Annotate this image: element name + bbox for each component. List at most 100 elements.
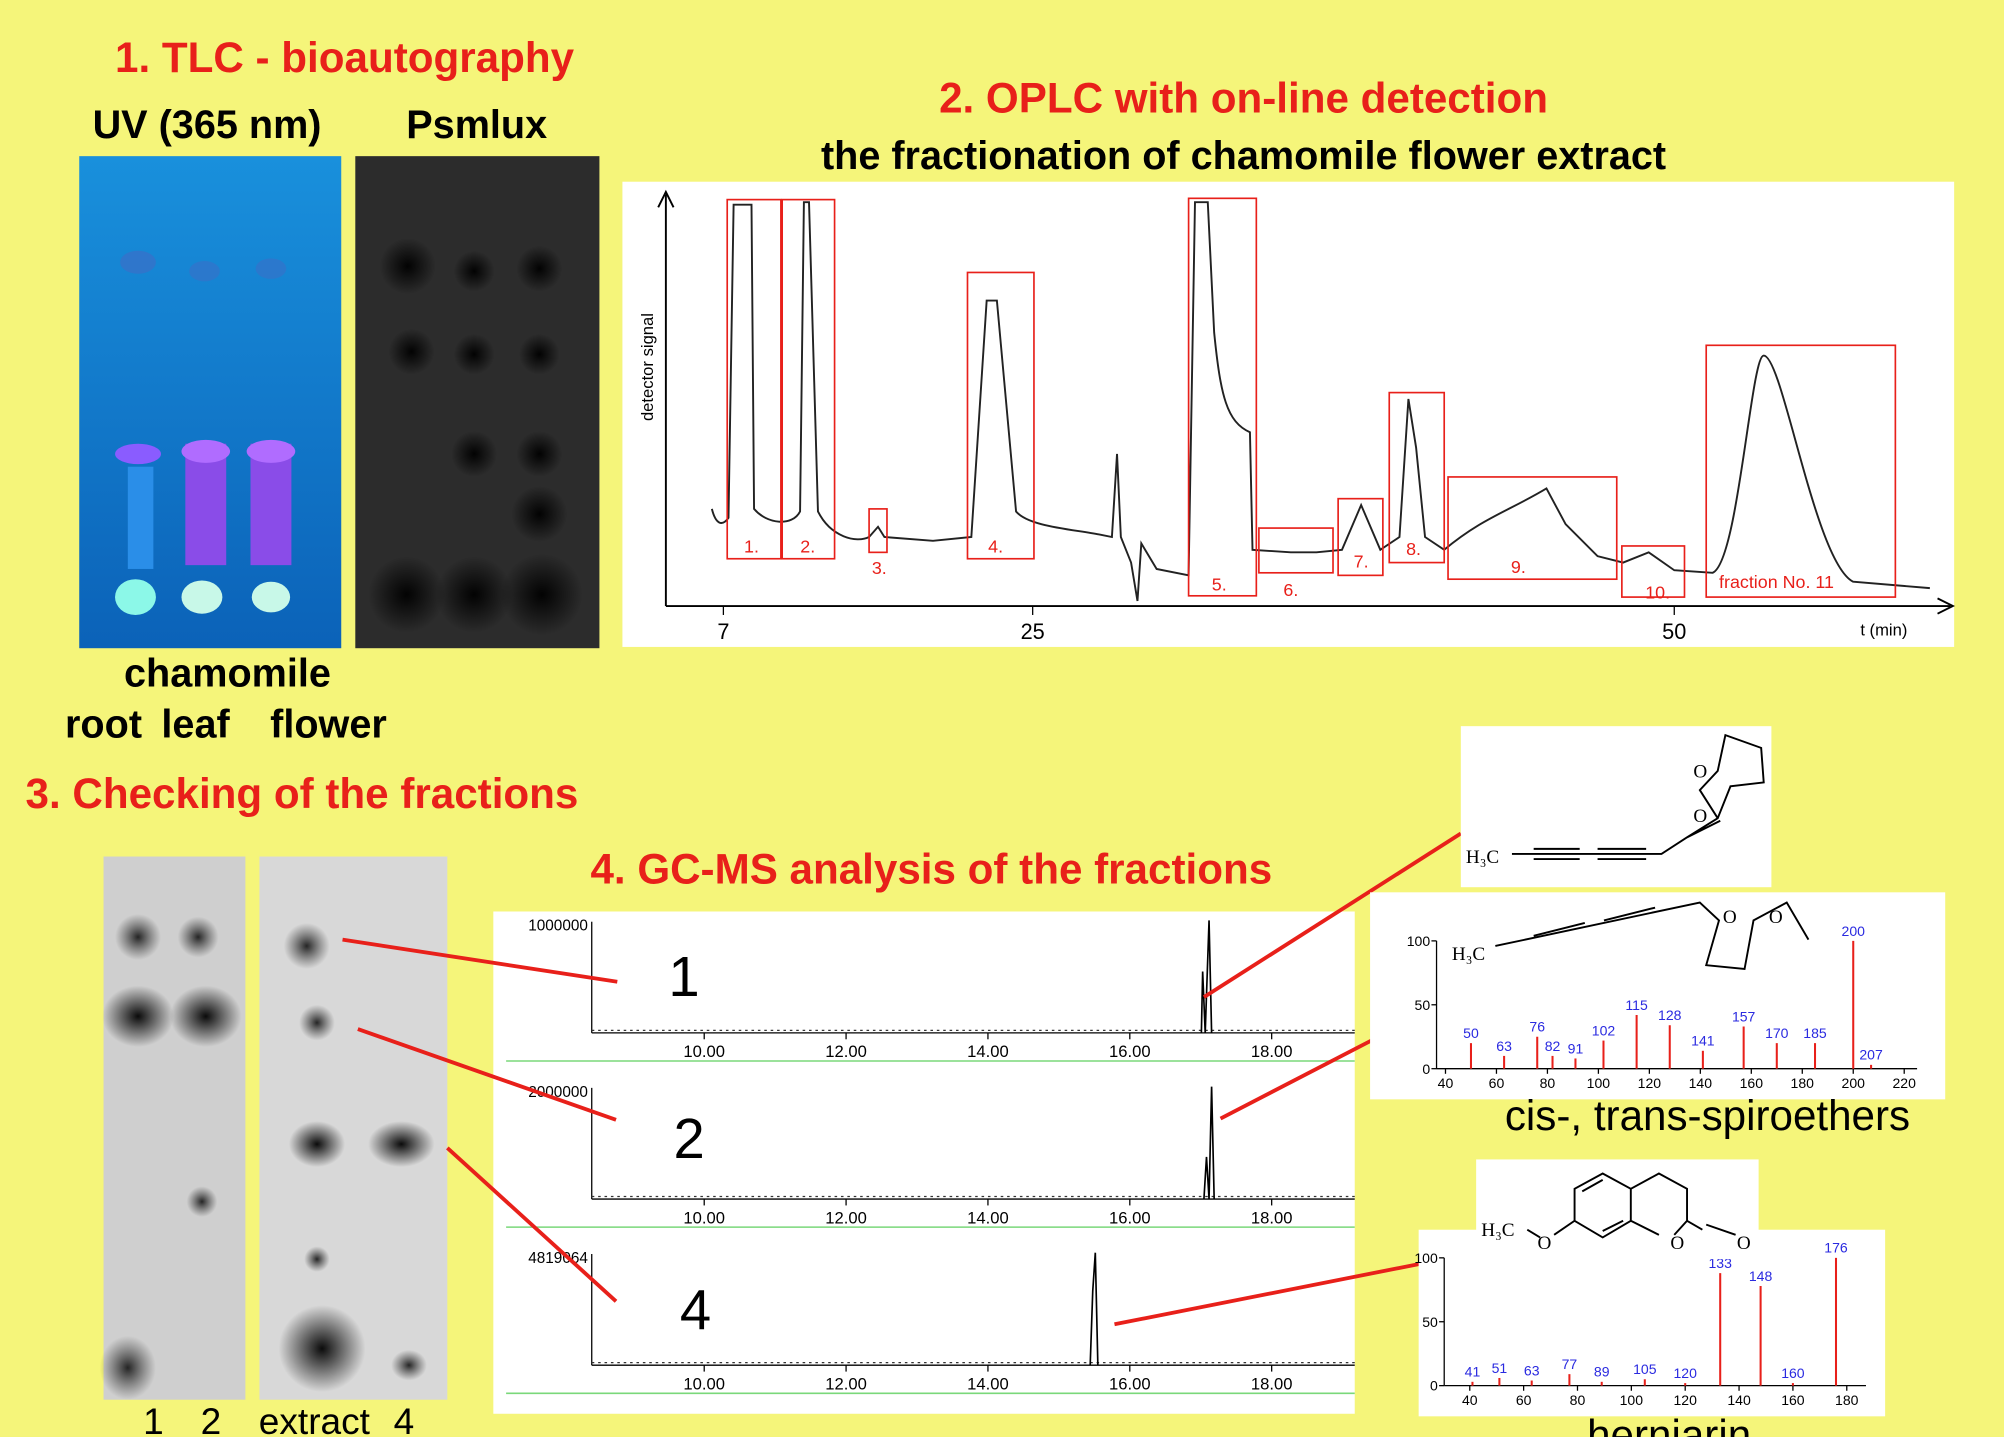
peak-label: 160	[1781, 1365, 1805, 1381]
x-tick-label: 160	[1781, 1392, 1805, 1408]
x-tick-label: 100	[1620, 1392, 1644, 1408]
peak-label: 63	[1496, 1038, 1512, 1054]
y-axis-label: detector signal	[638, 313, 657, 421]
x-tick-label: 220	[1892, 1075, 1916, 1091]
uv-label: UV (365 nm)	[93, 103, 322, 147]
peak-label: 176	[1824, 1240, 1848, 1256]
peak-label: 76	[1529, 1019, 1545, 1035]
peak-label: 141	[1691, 1033, 1715, 1049]
fraction-number: 2	[674, 1107, 705, 1170]
x-tick-label: 16.00	[1109, 1374, 1151, 1393]
peak-label: 77	[1562, 1356, 1578, 1372]
psmlux-label: Psmlux	[406, 103, 547, 147]
fraction-label: 6.	[1283, 580, 1298, 600]
structure-label: O	[1693, 806, 1707, 827]
peak-label: 207	[1859, 1047, 1883, 1063]
fraction-label: 5.	[1212, 575, 1227, 595]
fraction-label: 2.	[800, 536, 815, 556]
lane-label: extract	[259, 1400, 371, 1437]
structure-label: O	[1723, 907, 1737, 928]
uv-plate	[79, 156, 341, 648]
x-tick-label: 18.00	[1251, 1374, 1293, 1393]
y-tick-label: 0	[1422, 1061, 1430, 1077]
part-label: leaf	[161, 703, 230, 747]
fraction-number: 4	[680, 1278, 711, 1341]
x-tick-label: 80	[1540, 1075, 1556, 1091]
x-tick-label: 160	[1740, 1075, 1764, 1091]
peak-label: 128	[1658, 1007, 1682, 1023]
y-tick-label: 50	[1415, 997, 1431, 1013]
lane-label: 1	[143, 1400, 164, 1437]
x-tick-label: 40	[1462, 1392, 1478, 1408]
poster: 1. TLC - bioautography UV (365 nm) Psmlu…	[0, 0, 2004, 1437]
page: 1. TLC - bioautography UV (365 nm) Psmlu…	[0, 0, 2004, 1437]
peak-label: 91	[1568, 1040, 1584, 1056]
fraction-label: 3.	[872, 558, 887, 578]
structure-box	[1476, 1159, 1758, 1259]
peak-label: 89	[1594, 1364, 1610, 1380]
structure-label: O	[1538, 1233, 1552, 1254]
x-tick-label: 120	[1638, 1075, 1662, 1091]
x-tick-label: 16.00	[1109, 1042, 1151, 1061]
x-tick-label: 60	[1489, 1075, 1505, 1091]
x-tick-label: 12.00	[825, 1042, 867, 1061]
peak-label: 115	[1625, 997, 1648, 1013]
x-axis-label: t (min)	[1860, 620, 1907, 639]
x-tick-label: 16.00	[1109, 1208, 1151, 1227]
structure-label: H₃C	[1452, 944, 1485, 965]
peak-label: 50	[1463, 1025, 1479, 1041]
x-tick-label: 180	[1835, 1392, 1859, 1408]
x-tick-label: 7	[717, 619, 729, 644]
x-tick-label: 14.00	[967, 1208, 1009, 1227]
fraction-label: 1.	[744, 536, 759, 556]
fraction-label: 7.	[1354, 552, 1369, 572]
x-tick-label: 14.00	[967, 1374, 1009, 1393]
peak-label: 41	[1465, 1364, 1481, 1380]
part-label: flower	[270, 703, 387, 747]
structure-box	[1461, 726, 1772, 887]
y-tick-label: 100	[1407, 933, 1431, 949]
x-tick-label: 60	[1516, 1392, 1532, 1408]
plant-label: chamomile	[124, 652, 331, 696]
peak-label: 63	[1524, 1362, 1540, 1378]
oplc-title: 2. OPLC with on-line detection	[939, 75, 1548, 122]
x-tick-label: 200	[1842, 1075, 1866, 1091]
structure-label: H₃C	[1466, 847, 1499, 868]
fraction-label: 4.	[988, 536, 1003, 556]
structure-label: O	[1769, 907, 1783, 928]
peak-label: 82	[1545, 1038, 1561, 1054]
y-tick-label: 50	[1422, 1314, 1438, 1330]
peak-label: 157	[1732, 1008, 1756, 1024]
lane-label: 4	[394, 1400, 415, 1437]
y-tick-label: 0	[1430, 1378, 1438, 1394]
peak-label: 102	[1592, 1022, 1616, 1038]
tlc-title: 1. TLC - bioautography	[115, 34, 575, 81]
fraction-number: 1	[668, 945, 699, 1008]
structure-label: O	[1693, 761, 1707, 782]
x-tick-label: 18.00	[1251, 1042, 1293, 1061]
peak-label: 51	[1492, 1360, 1508, 1376]
part-label: root	[65, 703, 142, 747]
checking-title: 3. Checking of the fractions	[26, 770, 579, 817]
x-tick-label: 40	[1438, 1075, 1454, 1091]
fraction-label: 9.	[1511, 557, 1526, 577]
lane-label: 2	[201, 1400, 222, 1437]
x-tick-label: 14.00	[967, 1042, 1009, 1061]
structure-label: H₃C	[1481, 1220, 1514, 1241]
spectrum-caption: cis-, trans-spiroethers	[1505, 1092, 1910, 1139]
peak-label: 185	[1803, 1025, 1827, 1041]
x-tick-label: 120	[1673, 1392, 1697, 1408]
fraction-label: 10.	[1645, 582, 1670, 602]
x-tick-label: 25	[1021, 619, 1045, 644]
spectrum-caption: herniarin	[1587, 1412, 1751, 1437]
x-tick-label: 100	[1587, 1075, 1611, 1091]
x-tick-label: 18.00	[1251, 1208, 1293, 1227]
x-tick-label: 180	[1791, 1075, 1815, 1091]
structure-label: O	[1737, 1233, 1751, 1254]
peak-label: 148	[1749, 1268, 1773, 1284]
x-tick-label: 12.00	[825, 1208, 867, 1227]
psmlux-plate	[355, 156, 599, 648]
x-tick-label: 10.00	[683, 1208, 725, 1227]
